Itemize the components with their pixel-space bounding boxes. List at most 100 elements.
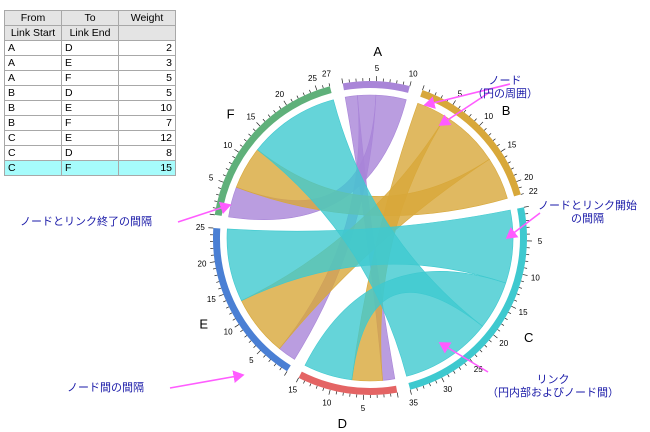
- tick-mark: [216, 193, 220, 196]
- tick-mark: [225, 168, 229, 171]
- tick-mark: [396, 80, 398, 84]
- tick-label: 5: [375, 64, 380, 73]
- tick-mark: [262, 118, 266, 122]
- tick-label: 25: [308, 74, 317, 83]
- tick-label: 10: [484, 112, 493, 121]
- tick-mark: [434, 92, 437, 96]
- annotation-link-line1: リンク: [536, 374, 570, 386]
- tick-mark: [497, 329, 501, 332]
- tick-mark: [248, 340, 252, 343]
- tick-mark: [234, 149, 239, 153]
- tick-mark: [469, 113, 472, 117]
- tick-mark: [214, 274, 218, 277]
- node-arc-A[interactable]: [342, 81, 410, 93]
- tick-mark: [234, 324, 240, 328]
- cell-weight[interactable]: 7: [118, 115, 176, 131]
- tick-label: 10: [224, 328, 233, 337]
- annotation-start-gap-line1: ノードとリンク開始: [538, 200, 637, 212]
- tick-mark: [440, 95, 443, 99]
- tick-mark: [458, 105, 461, 109]
- tick-mark: [256, 350, 261, 355]
- tick-mark: [501, 323, 505, 326]
- tick-mark: [273, 363, 277, 367]
- tick-mark: [232, 156, 236, 159]
- tick-mark: [435, 380, 438, 384]
- table-row[interactable]: C F 15: [4, 160, 176, 176]
- tick-mark: [511, 305, 517, 309]
- tick-mark: [452, 100, 456, 105]
- tick-label: 10: [409, 70, 418, 79]
- node-arc-C[interactable]: [408, 207, 527, 390]
- subheader-weight: [118, 25, 176, 41]
- tick-label: 20: [198, 260, 207, 269]
- tick-mark: [342, 392, 344, 396]
- cell-weight[interactable]: 2: [118, 40, 176, 56]
- tick-mark: [479, 349, 483, 353]
- tick-mark: [520, 193, 524, 195]
- tick-mark: [507, 161, 511, 164]
- tick-mark: [218, 187, 222, 189]
- cell-from[interactable]: C: [4, 160, 62, 176]
- node-arc-D[interactable]: [298, 371, 398, 395]
- header-from[interactable]: From: [4, 10, 62, 26]
- node-arc-F[interactable]: [214, 86, 332, 216]
- cell-weight[interactable]: 15: [118, 160, 176, 176]
- tick-label: 5: [361, 404, 366, 413]
- tick-mark: [267, 114, 271, 118]
- tick-label: 5: [209, 174, 214, 183]
- annotation-node-gap-line1: ノード間の間隔: [67, 382, 144, 394]
- tick-mark: [429, 383, 431, 387]
- node-arc-E[interactable]: [213, 228, 291, 372]
- tick-mark: [328, 389, 331, 395]
- tick-label: 15: [519, 308, 528, 317]
- tick-mark: [253, 345, 256, 348]
- tick-mark: [335, 391, 338, 395]
- annotation-link-line2: （円内部およびノード間）: [487, 387, 619, 399]
- tick-mark: [514, 299, 518, 302]
- table-row[interactable]: C E 12: [4, 130, 176, 146]
- link-B-F[interactable]: [235, 149, 508, 216]
- node-label-A: A: [373, 44, 382, 59]
- tick-mark: [226, 306, 230, 309]
- tick-label: 35: [409, 398, 418, 407]
- tick-mark: [223, 300, 227, 303]
- node-label-C: C: [524, 330, 533, 345]
- arrow-link: [438, 342, 489, 373]
- tick-mark: [441, 377, 445, 383]
- table-row[interactable]: B E 10: [4, 100, 176, 116]
- tick-mark: [513, 173, 517, 176]
- tick-mark: [474, 354, 478, 358]
- tick-mark: [488, 133, 492, 136]
- tick-label: 5: [249, 356, 254, 365]
- annotation-node-gap: ノード間の間隔: [67, 382, 144, 395]
- tick-mark: [263, 354, 266, 358]
- tick-mark: [500, 148, 506, 152]
- tick-mark: [279, 367, 282, 371]
- tick-mark: [314, 85, 318, 91]
- link-C-F[interactable]: [257, 99, 483, 377]
- cell-to[interactable]: F: [61, 160, 119, 176]
- tick-label: 15: [288, 385, 297, 394]
- tick-mark: [518, 287, 522, 289]
- tick-mark: [496, 143, 500, 147]
- tick-mark: [522, 274, 528, 276]
- header-to[interactable]: To: [61, 10, 119, 26]
- node-label-E: E: [199, 317, 208, 332]
- tick-mark: [489, 339, 492, 343]
- links-layer: [226, 94, 514, 382]
- tick-mark: [216, 281, 220, 283]
- tick-mark: [218, 287, 222, 290]
- tick-mark: [278, 106, 282, 109]
- tick-mark: [212, 207, 216, 209]
- tick-mark: [228, 162, 232, 165]
- node-arc-B[interactable]: [420, 90, 521, 197]
- tick-mark: [296, 95, 299, 99]
- tick-mark: [229, 312, 233, 315]
- tick-mark: [402, 81, 405, 85]
- tick-label: 20: [524, 173, 533, 182]
